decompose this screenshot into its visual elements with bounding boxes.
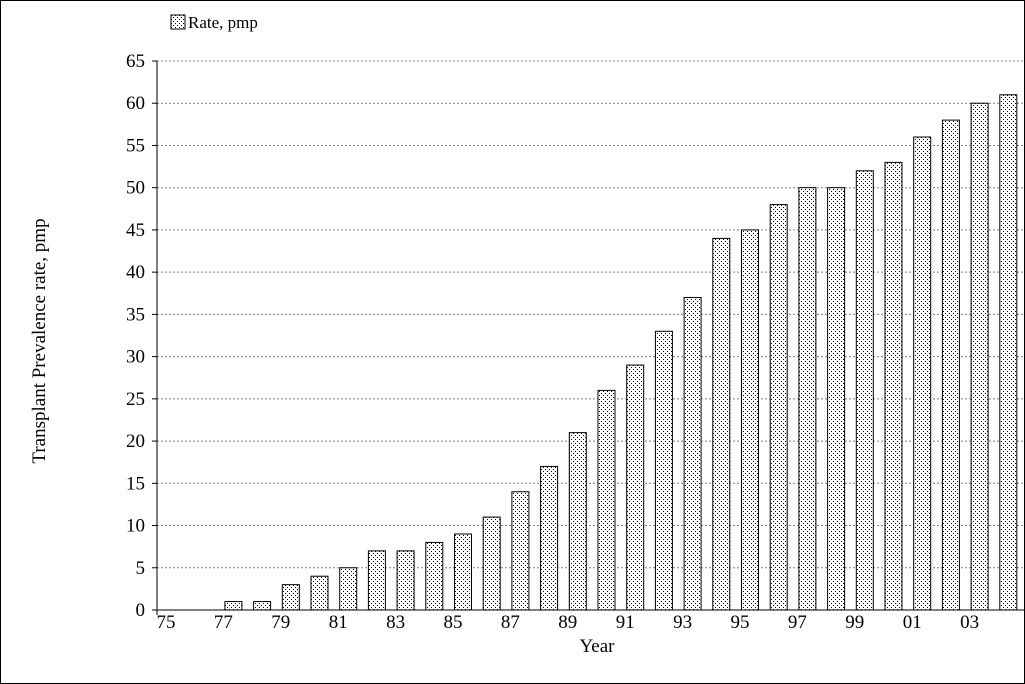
y-tick-label: 20 [126, 431, 145, 452]
y-tick-label: 40 [126, 262, 145, 283]
legend-label: Rate, pmp [188, 13, 258, 32]
legend-swatch [170, 14, 186, 30]
y-tick-label: 30 [126, 347, 145, 368]
bar-90 [597, 389, 616, 611]
x-tick-label: 81 [329, 612, 348, 633]
bar-00 [884, 161, 903, 611]
y-tick-labels: 0 5 10 15 20 25 30 35 40 45 50 55 60 65 [126, 51, 145, 621]
axes [152, 60, 1024, 615]
x-tick-labels: 75 77 79 81 83 85 87 89 91 93 95 97 99 01 03 [157, 612, 980, 633]
x-tick-label: 75 [157, 612, 176, 633]
x-tick-label: 83 [386, 612, 405, 633]
x-tick-label: 89 [558, 612, 577, 633]
y-tick-label: 50 [126, 178, 145, 199]
bar-02 [941, 119, 960, 611]
bar-83 [396, 550, 415, 611]
x-axis-title: Year [579, 636, 615, 657]
y-tick-label: 10 [126, 516, 145, 537]
bar-93 [683, 296, 702, 611]
y-tick-label: 0 [136, 600, 146, 621]
bar-79 [281, 584, 300, 611]
x-tick-label: 99 [845, 612, 864, 633]
bar-01 [913, 136, 932, 611]
bar-87 [511, 491, 530, 611]
x-tick-label: 79 [271, 612, 290, 633]
x-tick-label: 97 [788, 612, 807, 633]
bar-89 [568, 432, 587, 611]
bar-88 [540, 465, 559, 611]
bar-77 [224, 601, 243, 611]
bar-78 [253, 601, 272, 611]
y-tick-label: 60 [126, 93, 145, 114]
bar-85 [454, 533, 472, 611]
bar-80 [310, 575, 329, 611]
y-tick-label: 45 [126, 220, 145, 241]
y-tick-label: 15 [126, 473, 145, 494]
y-tick-label: 65 [126, 51, 145, 72]
bar-04 [999, 94, 1018, 611]
bar-82 [367, 550, 386, 611]
y-tick-label: 55 [126, 135, 145, 156]
x-tick-label: 95 [731, 612, 750, 633]
x-tick-label: 87 [501, 612, 520, 633]
x-tick-label: 85 [444, 612, 463, 633]
y-axis-title: Transplant Prevalence rate, pmp [29, 218, 50, 463]
bar-95 [741, 229, 759, 611]
legend: Rate, pmp [170, 13, 258, 32]
bar-99 [855, 170, 874, 611]
bar-94 [712, 237, 731, 611]
bar-97 [798, 187, 817, 611]
bar-91 [626, 364, 645, 611]
bars [224, 94, 1018, 611]
y-tick-label: 5 [136, 558, 146, 579]
x-tick-label: 01 [903, 612, 922, 633]
bar-84 [425, 541, 444, 611]
bar-86 [482, 516, 501, 611]
y-tick-label: 25 [126, 389, 145, 410]
x-tick-label: 77 [214, 612, 233, 633]
bar-03 [970, 102, 989, 611]
bar-98 [827, 187, 846, 611]
gridlines [157, 60, 1024, 569]
x-tick-label: 91 [616, 612, 635, 633]
bar-96 [769, 204, 788, 611]
bar-81 [339, 567, 358, 611]
y-tick-label: 35 [126, 304, 145, 325]
x-tick-label: 93 [673, 612, 692, 633]
bar-92 [654, 330, 673, 611]
x-tick-label: 03 [960, 612, 979, 633]
